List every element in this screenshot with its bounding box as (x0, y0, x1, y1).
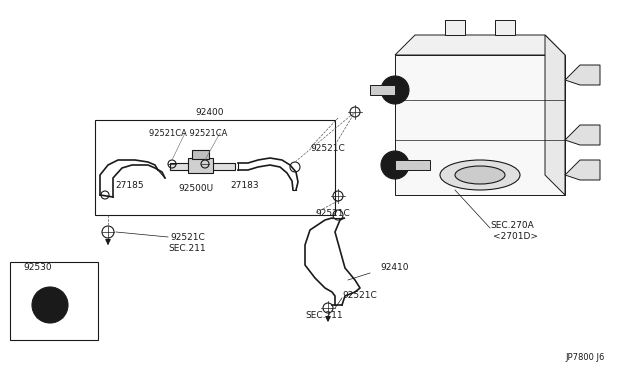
Polygon shape (194, 155, 208, 170)
Text: SEC.211: SEC.211 (168, 244, 205, 253)
Polygon shape (565, 160, 600, 180)
Circle shape (381, 76, 409, 104)
Text: <2701D>: <2701D> (493, 231, 538, 241)
Ellipse shape (455, 166, 505, 184)
Text: SEC.211: SEC.211 (305, 311, 343, 321)
Circle shape (32, 287, 68, 323)
Polygon shape (445, 20, 465, 35)
Polygon shape (565, 65, 600, 85)
Circle shape (386, 156, 404, 174)
Bar (188, 158, 213, 173)
Text: 92521C: 92521C (170, 232, 205, 241)
Text: JP7800 J6: JP7800 J6 (565, 353, 604, 362)
Text: 92530: 92530 (24, 263, 52, 272)
Circle shape (390, 160, 400, 170)
Polygon shape (370, 85, 395, 95)
Ellipse shape (440, 160, 520, 190)
Polygon shape (208, 163, 235, 170)
Circle shape (38, 293, 62, 317)
Text: 27185: 27185 (116, 180, 144, 189)
Polygon shape (170, 163, 195, 170)
Bar (192, 150, 209, 159)
Polygon shape (395, 35, 565, 55)
Text: 92521C: 92521C (310, 144, 345, 153)
Text: 92410: 92410 (380, 263, 408, 273)
Polygon shape (565, 125, 600, 145)
Polygon shape (395, 55, 565, 195)
Text: 92521C: 92521C (342, 292, 377, 301)
Text: 92521CA 92521CA: 92521CA 92521CA (149, 128, 227, 138)
Polygon shape (495, 20, 515, 35)
Text: SEC.270A: SEC.270A (490, 221, 534, 230)
Circle shape (390, 85, 400, 95)
Polygon shape (395, 160, 430, 170)
Text: 92500U: 92500U (179, 183, 214, 192)
Circle shape (44, 299, 56, 311)
Bar (95, 120, 335, 215)
Text: 92521C: 92521C (315, 208, 349, 218)
Text: 92400: 92400 (196, 108, 224, 116)
Bar (10, 262, 98, 340)
Text: 27183: 27183 (230, 180, 259, 189)
Circle shape (381, 151, 409, 179)
Circle shape (386, 81, 404, 99)
Polygon shape (545, 35, 565, 195)
